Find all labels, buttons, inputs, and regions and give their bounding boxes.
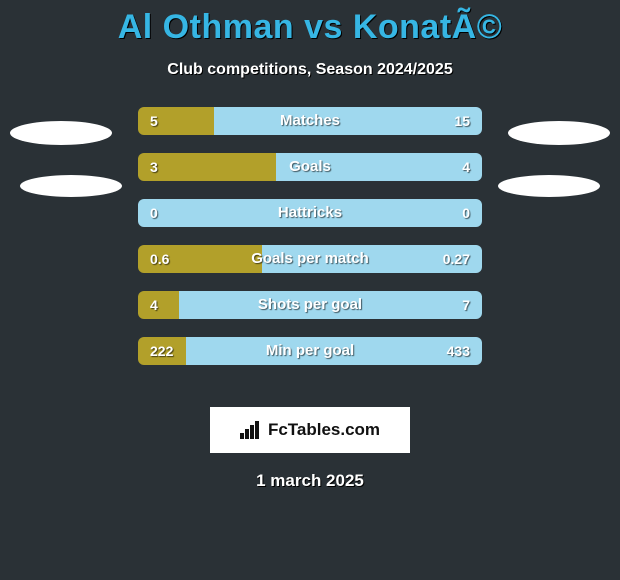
stat-row: 34Goals (138, 153, 482, 181)
brand-text: FcTables.com (268, 420, 380, 440)
stat-label: Min per goal (138, 337, 482, 365)
stat-label: Hattricks (138, 199, 482, 227)
brand-badge: FcTables.com (210, 407, 410, 453)
stat-row: 0.60.27Goals per match (138, 245, 482, 273)
stat-label: Shots per goal (138, 291, 482, 319)
stat-row: 222433Min per goal (138, 337, 482, 365)
stat-rows: 515Matches 34Goals 00Hattricks 0.60.27Goals… (138, 107, 482, 383)
page-title: Al Othman vs KonatÃ© (0, 0, 620, 47)
player-right-photo-1 (508, 121, 610, 145)
stat-label: Goals per match (138, 245, 482, 273)
stat-row: 00Hattricks (138, 199, 482, 227)
stat-label: Matches (138, 107, 482, 135)
stat-label: Goals (138, 153, 482, 181)
page-subtitle: Club competitions, Season 2024/2025 (0, 61, 620, 79)
comparison-chart: 515Matches 34Goals 00Hattricks 0.60.27Goals… (0, 107, 620, 397)
brand-logo-icon (240, 421, 262, 439)
stat-row: 47Shots per goal (138, 291, 482, 319)
player-left-photo-2 (20, 175, 122, 197)
player-right-photo-2 (498, 175, 600, 197)
player-left-photo-1 (10, 121, 112, 145)
stat-row: 515Matches (138, 107, 482, 135)
footer-date: 1 march 2025 (0, 471, 620, 491)
